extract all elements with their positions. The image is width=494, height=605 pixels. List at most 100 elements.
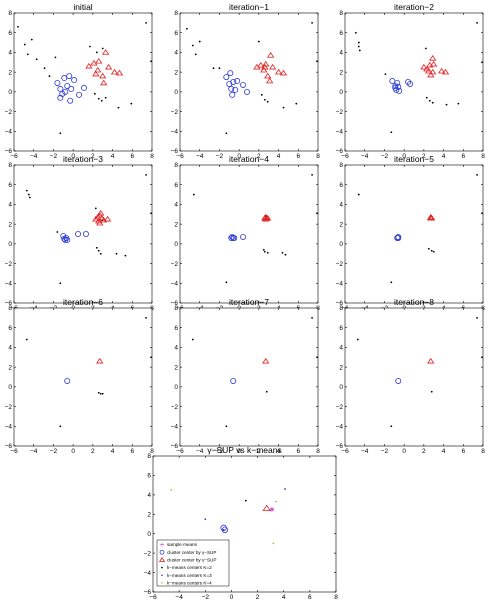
y-tick-label: 2 [339, 69, 343, 76]
x-tick-label: −6 [341, 153, 349, 160]
cluster-a-point [234, 78, 241, 85]
data-point [316, 356, 318, 359]
y-tick-label: −6 [336, 443, 344, 450]
cluster-b-point [266, 77, 274, 84]
x-tick-label: −6 [176, 153, 184, 160]
y-tick-label: 4 [174, 202, 178, 209]
data-point [481, 212, 483, 215]
y-tick-label: 2 [339, 364, 343, 371]
data-point [316, 212, 318, 215]
cluster-b-point [429, 68, 437, 75]
y-tick-label: −2 [336, 404, 344, 411]
data-point [424, 47, 427, 50]
cluster-b-point [110, 68, 119, 75]
kmeans-k3-center [204, 518, 207, 521]
x-tick-label: 8 [150, 448, 154, 455]
data-point [94, 207, 97, 210]
panel-1: initial −6 −4 −2 0 2 4 6 8 −6 −4 −2 0 2 4 6 8 [5, 2, 155, 160]
y-tick-label: 8 [339, 162, 343, 169]
cluster-a-point [71, 77, 78, 84]
y-tick-label: 6 [339, 30, 343, 37]
data-point [263, 250, 266, 253]
y-tick-label: 4 [8, 50, 12, 57]
data-point [26, 53, 29, 56]
cluster-a-point [57, 85, 64, 92]
x-tick-label: 6 [130, 153, 134, 160]
x-tick-label: 4 [277, 153, 281, 160]
legend-marker [158, 556, 166, 562]
cluster-a-point [75, 230, 82, 237]
cluster-b-point [100, 79, 108, 86]
x-tick-label: 4 [442, 448, 446, 455]
y-tick-label: 6 [8, 325, 12, 332]
x-tick-label: 0 [402, 448, 406, 455]
legend-label: cluster center by γ−SUP [167, 550, 216, 555]
data-point [95, 246, 98, 249]
x-tick-label: 4 [111, 153, 115, 160]
panel-title: initial [73, 2, 92, 12]
y-tick-label: −4 [336, 128, 344, 135]
plot-area [344, 307, 484, 447]
x-tick-label: 6 [461, 153, 465, 160]
data-point [124, 254, 127, 257]
x-tick-label: 4 [111, 448, 115, 455]
y-tick-label: 2 [174, 364, 178, 371]
y-tick-label: −6 [5, 148, 13, 155]
cluster-a-point [67, 97, 74, 104]
cluster-a-point [66, 73, 73, 80]
data-point [225, 425, 228, 428]
x-tick-label: 2 [422, 153, 426, 160]
y-tick-label: 6 [339, 182, 343, 189]
x-tick-label: −4 [175, 594, 183, 601]
panel-title: iteration−7 [229, 297, 269, 307]
y-tick-label: 2 [174, 69, 178, 76]
y-tick-label: 6 [174, 325, 178, 332]
y-tick-label: −6 [5, 443, 13, 450]
x-tick-label: 4 [277, 448, 281, 455]
y-tick-label: 0 [8, 241, 12, 248]
cluster-a-point [389, 78, 396, 85]
cluster-b-point [104, 215, 112, 222]
y-tick-label: −2 [144, 550, 152, 557]
cluster-a-point [229, 91, 236, 98]
x-tick-label: 6 [130, 448, 134, 455]
data-point [390, 425, 393, 428]
legend-marker-shape [159, 549, 165, 555]
cluster-a-point [227, 70, 234, 77]
data-point [390, 281, 393, 284]
y-tick-label: −6 [171, 148, 179, 155]
y-tick-label: −4 [144, 570, 152, 577]
cluster-a-point [80, 84, 87, 91]
data-point [186, 27, 188, 30]
cluster-b-point [102, 49, 110, 55]
x-tick-label: −6 [149, 594, 157, 601]
cluster-b-point [267, 52, 275, 58]
cluster-a-point [395, 377, 402, 384]
data-point [194, 53, 197, 56]
kmeans-k3-center [284, 488, 286, 490]
cluster-a-point [392, 82, 399, 89]
x-tick-label: 0 [71, 153, 75, 160]
data-point [260, 93, 263, 96]
data-point [198, 40, 201, 43]
cluster-b-point [264, 214, 272, 221]
y-tick-label: −6 [171, 300, 179, 307]
x-tick-label: −6 [10, 448, 18, 455]
data-point [265, 390, 268, 393]
data-point [282, 106, 285, 109]
y-tick-label: 4 [174, 345, 178, 352]
y-tick-label: 2 [8, 221, 12, 228]
cluster-a-point [68, 85, 75, 92]
x-tick-label: 0 [230, 594, 234, 601]
cluster-b-point [420, 63, 428, 70]
y-tick-label: 6 [339, 325, 343, 332]
x-tick-label: 6 [461, 448, 465, 455]
cluster-a-point [230, 79, 237, 86]
data-point [266, 100, 269, 103]
cluster-a-point [228, 85, 235, 92]
cluster-a-point [240, 233, 247, 240]
data-point [281, 251, 284, 254]
y-tick-label: 8 [174, 305, 178, 312]
